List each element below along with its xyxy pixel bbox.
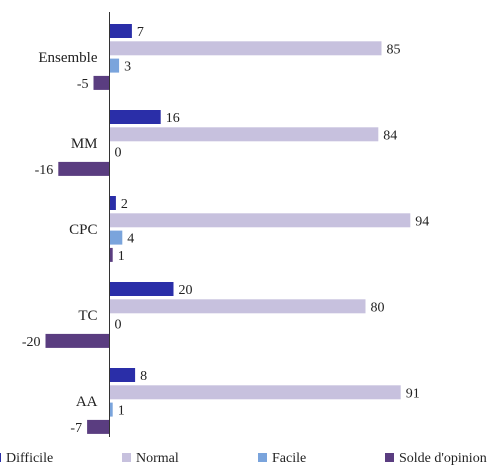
legend-label-normal: Normal bbox=[136, 451, 179, 466]
bar-normal-aa bbox=[109, 385, 401, 400]
bar-normal-ensemble bbox=[109, 41, 382, 56]
category-label-mm: MM bbox=[71, 136, 98, 152]
value-label-normal-cpc: 94 bbox=[415, 214, 429, 229]
bar-difficile-aa bbox=[109, 368, 136, 382]
legend-swatch-facile bbox=[258, 453, 267, 462]
value-label-facile-mm: 0 bbox=[115, 146, 122, 161]
value-label-facile-cpc: 4 bbox=[127, 232, 134, 247]
bar-normal-tc bbox=[109, 299, 366, 314]
bar-solde-d-opinion-mm bbox=[58, 161, 110, 176]
bar-solde-d-opinion-aa bbox=[87, 419, 110, 434]
bar-difficile-mm bbox=[109, 110, 161, 124]
bar-normal-cpc bbox=[109, 213, 411, 228]
value-label-difficile-aa: 8 bbox=[140, 369, 147, 384]
value-label-normal-ensemble: 85 bbox=[387, 42, 401, 57]
bar-solde-d-opinion-tc bbox=[45, 333, 110, 348]
legend: Difficile Normal Facile Solde d'opinion bbox=[0, 451, 487, 466]
legend-swatch-difficile bbox=[0, 453, 1, 462]
bars-group bbox=[45, 24, 411, 434]
bar-normal-mm bbox=[109, 127, 379, 142]
value-label-difficile-tc: 20 bbox=[179, 283, 193, 298]
legend-swatch-solde-d-opinion bbox=[385, 453, 394, 462]
value-label-normal-mm: 84 bbox=[383, 128, 397, 143]
bar-difficile-cpc bbox=[109, 196, 116, 210]
category-label-ensemble: Ensemble bbox=[38, 50, 97, 66]
value-label-solde-d-opinion-mm: -16 bbox=[35, 163, 54, 178]
value-label-facile-ensemble: 3 bbox=[124, 60, 131, 75]
legend-label-solde-d-opinion: Solde d'opinion bbox=[399, 451, 487, 466]
bar-difficile-ensemble bbox=[109, 24, 132, 38]
value-label-solde-d-opinion-cpc: 1 bbox=[118, 249, 125, 264]
legend-label-difficile: Difficile bbox=[6, 451, 53, 466]
category-label-aa: AA bbox=[76, 394, 98, 410]
legend-label-facile: Facile bbox=[272, 451, 306, 466]
bar-difficile-tc bbox=[109, 282, 174, 296]
value-label-solde-d-opinion-tc: -20 bbox=[22, 335, 41, 350]
value-label-difficile-mm: 16 bbox=[166, 111, 180, 126]
bar-facile-cpc bbox=[109, 230, 123, 245]
value-label-difficile-ensemble: 7 bbox=[137, 25, 144, 40]
legend-swatch-normal bbox=[122, 453, 131, 462]
value-label-solde-d-opinion-ensemble: -5 bbox=[77, 77, 89, 92]
labels-group: Ensemble7853-5MM16840-16CPC29441TC20800-… bbox=[22, 25, 429, 436]
bar-solde-d-opinion-cpc bbox=[109, 247, 113, 262]
bar-facile-aa bbox=[109, 402, 113, 417]
category-label-cpc: CPC bbox=[69, 222, 97, 238]
value-label-normal-aa: 91 bbox=[406, 386, 420, 401]
value-label-normal-tc: 80 bbox=[371, 300, 385, 315]
value-label-facile-tc: 0 bbox=[115, 318, 122, 333]
value-label-difficile-cpc: 2 bbox=[121, 197, 128, 212]
category-label-tc: TC bbox=[78, 308, 97, 324]
value-label-solde-d-opinion-aa: -7 bbox=[70, 421, 82, 436]
value-label-facile-aa: 1 bbox=[118, 404, 125, 419]
bar-facile-ensemble bbox=[109, 58, 120, 73]
bar-solde-d-opinion-ensemble bbox=[93, 75, 110, 90]
